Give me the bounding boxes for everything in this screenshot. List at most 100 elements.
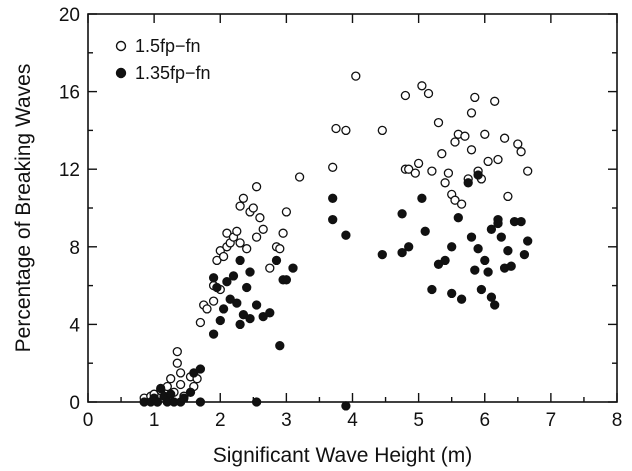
open-data-point <box>427 166 437 176</box>
x-tick-label: 2 <box>215 410 226 431</box>
y-axis-title: Percentage of Breaking Waves <box>12 64 35 353</box>
filled-data-point <box>195 364 206 374</box>
open-data-point <box>265 263 275 273</box>
open-data-point <box>450 195 460 205</box>
filled-data-point <box>397 209 407 219</box>
filled-data-point <box>185 387 196 397</box>
x-tick-label: 1 <box>149 410 160 431</box>
filled-data-point <box>496 232 506 242</box>
open-data-point <box>440 178 450 188</box>
filled-data-point <box>433 259 444 269</box>
filled-data-point <box>420 226 430 236</box>
open-data-point <box>499 133 510 143</box>
y-tick-label: 12 <box>59 160 80 181</box>
filled-data-point <box>404 242 414 252</box>
open-data-point <box>281 207 292 217</box>
filled-data-point <box>179 393 189 403</box>
open-data-point <box>251 182 262 192</box>
open-data-point <box>195 317 206 328</box>
open-data-point <box>433 117 444 128</box>
filled-data-point <box>453 213 463 223</box>
filled-data-point <box>212 282 222 293</box>
open-data-point <box>175 379 186 390</box>
y-tick-label: 8 <box>69 238 80 259</box>
open-data-point <box>470 92 480 103</box>
filled-data-point <box>486 224 497 234</box>
x-tick-label: 4 <box>347 410 358 431</box>
filled-data-point <box>225 294 235 304</box>
open-data-point <box>417 81 427 91</box>
open-data-point <box>483 156 493 167</box>
open-data-point <box>456 199 467 209</box>
filled-data-point <box>189 368 199 378</box>
open-data-point <box>235 238 245 248</box>
filled-data-point <box>476 284 487 295</box>
filled-data-point <box>466 232 477 242</box>
filled-data-point <box>222 277 232 287</box>
filled-data-point <box>271 255 282 266</box>
filled-data-point <box>208 273 219 283</box>
open-data-point <box>258 224 268 234</box>
data-points <box>139 71 533 411</box>
filled-data-point <box>232 298 242 308</box>
filled-data-point <box>447 242 457 252</box>
open-data-point <box>404 164 414 174</box>
filled-data-point <box>516 216 526 227</box>
legend-label: 1.5fp−fn <box>135 36 201 56</box>
open-data-point <box>516 147 526 157</box>
filled-data-point <box>483 267 493 277</box>
open-data-point <box>232 226 242 236</box>
legend-open-marker <box>115 40 127 52</box>
filled-data-point <box>245 267 255 277</box>
filled-data-point <box>427 284 437 295</box>
x-axis-title: Significant Wave Height (m) <box>213 444 472 467</box>
open-data-point <box>466 108 477 118</box>
open-data-point <box>238 193 249 203</box>
y-tick-label: 16 <box>59 83 80 104</box>
x-tick-label: 3 <box>281 410 292 431</box>
open-data-point <box>251 232 262 242</box>
x-tick-label: 8 <box>612 410 623 431</box>
x-tick-label: 7 <box>546 410 557 431</box>
filled-data-point <box>456 294 467 304</box>
filled-data-point <box>341 401 351 411</box>
filled-data-point <box>235 319 245 330</box>
filled-data-point <box>166 389 176 399</box>
open-data-point <box>294 172 305 182</box>
filled-data-point <box>156 383 166 394</box>
filled-data-point <box>215 315 225 326</box>
filled-data-point <box>473 244 483 254</box>
filled-data-point <box>251 397 262 407</box>
filled-data-point <box>242 282 252 293</box>
filled-data-point <box>218 304 229 314</box>
legend: 1.5fp−fn 1.35fp−fn <box>115 36 211 83</box>
open-data-point <box>410 168 420 178</box>
open-data-point <box>212 255 222 266</box>
x-tick-label: 6 <box>479 410 490 431</box>
filled-data-point <box>440 255 450 266</box>
x-tick-label: 0 <box>83 410 94 431</box>
filled-data-point <box>235 255 245 266</box>
filled-data-point <box>265 308 275 318</box>
open-data-point <box>351 71 361 81</box>
open-data-point <box>493 154 503 165</box>
filled-data-point <box>463 178 473 188</box>
open-data-point <box>235 201 245 211</box>
filled-data-point <box>208 329 219 339</box>
filled-data-point <box>490 300 500 310</box>
open-data-point <box>400 90 411 101</box>
open-data-point <box>377 125 387 136</box>
open-data-point <box>242 244 252 254</box>
filled-data-point <box>251 300 262 310</box>
y-tick-label: 0 <box>69 393 80 414</box>
y-tick-label: 20 <box>59 5 80 26</box>
open-data-point <box>480 129 490 139</box>
filled-data-point <box>473 170 483 180</box>
open-data-point <box>278 228 288 238</box>
open-data-point <box>413 158 424 169</box>
filled-data-point <box>493 214 503 225</box>
filled-data-point <box>480 255 490 266</box>
open-data-point <box>443 168 454 178</box>
